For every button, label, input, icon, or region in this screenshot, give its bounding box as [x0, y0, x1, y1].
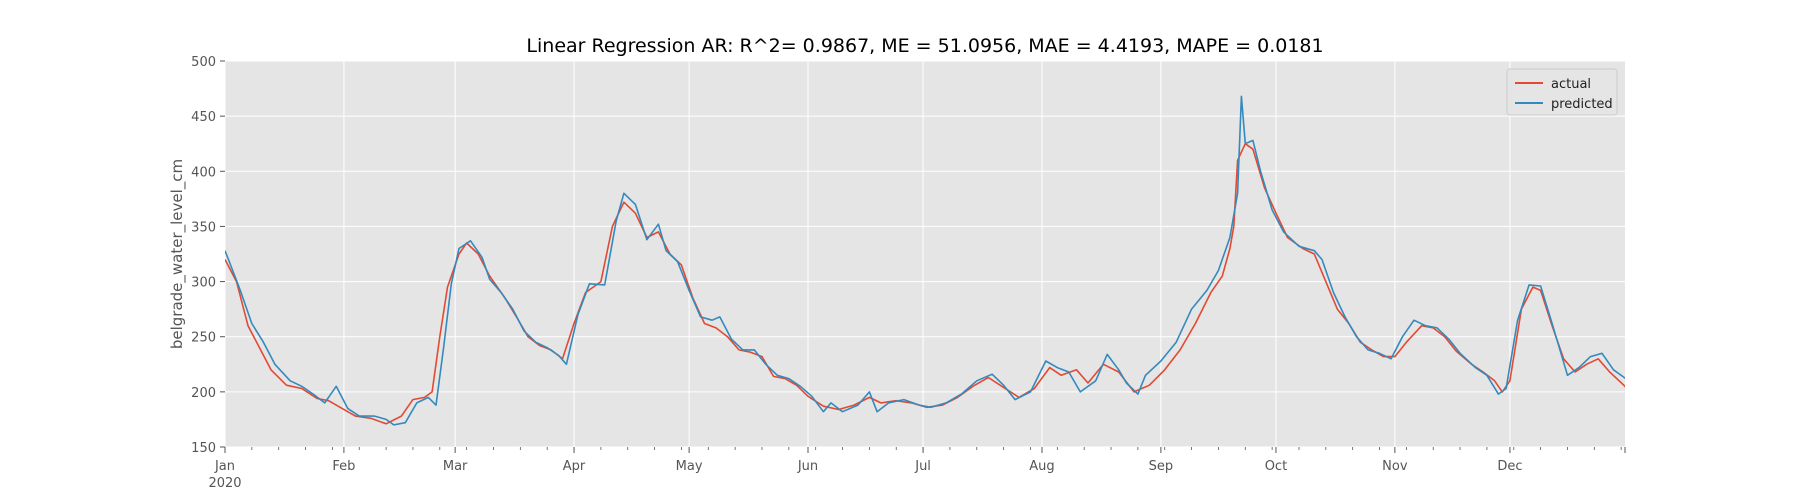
x-tick-label: Jan [214, 459, 235, 474]
y-tick-label: 250 [191, 331, 216, 346]
x-tick-label: Apr [563, 459, 586, 474]
legend-label-predicted: predicted [1551, 97, 1613, 112]
y-tick-label: 500 [191, 55, 216, 70]
plot-background [225, 61, 1625, 447]
x-tick-label: Jul [914, 459, 931, 474]
chart-title: Linear Regression AR: R^2= 0.9867, ME = … [526, 35, 1323, 57]
x-tick-label: May [676, 459, 703, 474]
series-line-predicted [225, 95, 1625, 426]
x-tick-label: Oct [1265, 459, 1287, 474]
x-tick-label: Mar [443, 459, 468, 474]
legend-label-actual: actual [1551, 77, 1591, 92]
series-lines [225, 95, 1625, 426]
y-tick-label: 200 [191, 386, 216, 401]
x-tick-label: Nov [1382, 459, 1408, 474]
x-tick-label: Dec [1497, 459, 1522, 474]
x-tick-sublabel: 2020 [208, 476, 241, 491]
legend: actual predicted [1506, 68, 1618, 116]
y-tick-label: 150 [191, 441, 216, 456]
y-tick-label: 450 [191, 110, 216, 125]
y-tick-label: 400 [191, 165, 216, 180]
x-tick-label: Feb [332, 459, 355, 474]
y-tick-label: 300 [191, 276, 216, 291]
y-tick-label: 350 [191, 220, 216, 235]
x-tick-label: Sep [1149, 459, 1174, 474]
axes: 150 200 250 300 350 400 450 500 Jan 2020 Feb Mar Apr… [191, 55, 1626, 491]
x-tick-label: Aug [1029, 459, 1054, 474]
y-axis-label: belgrade_water_level_cm [168, 159, 187, 349]
x-tick-label: Jun [797, 459, 818, 474]
grid-lines [224, 60, 1625, 448]
